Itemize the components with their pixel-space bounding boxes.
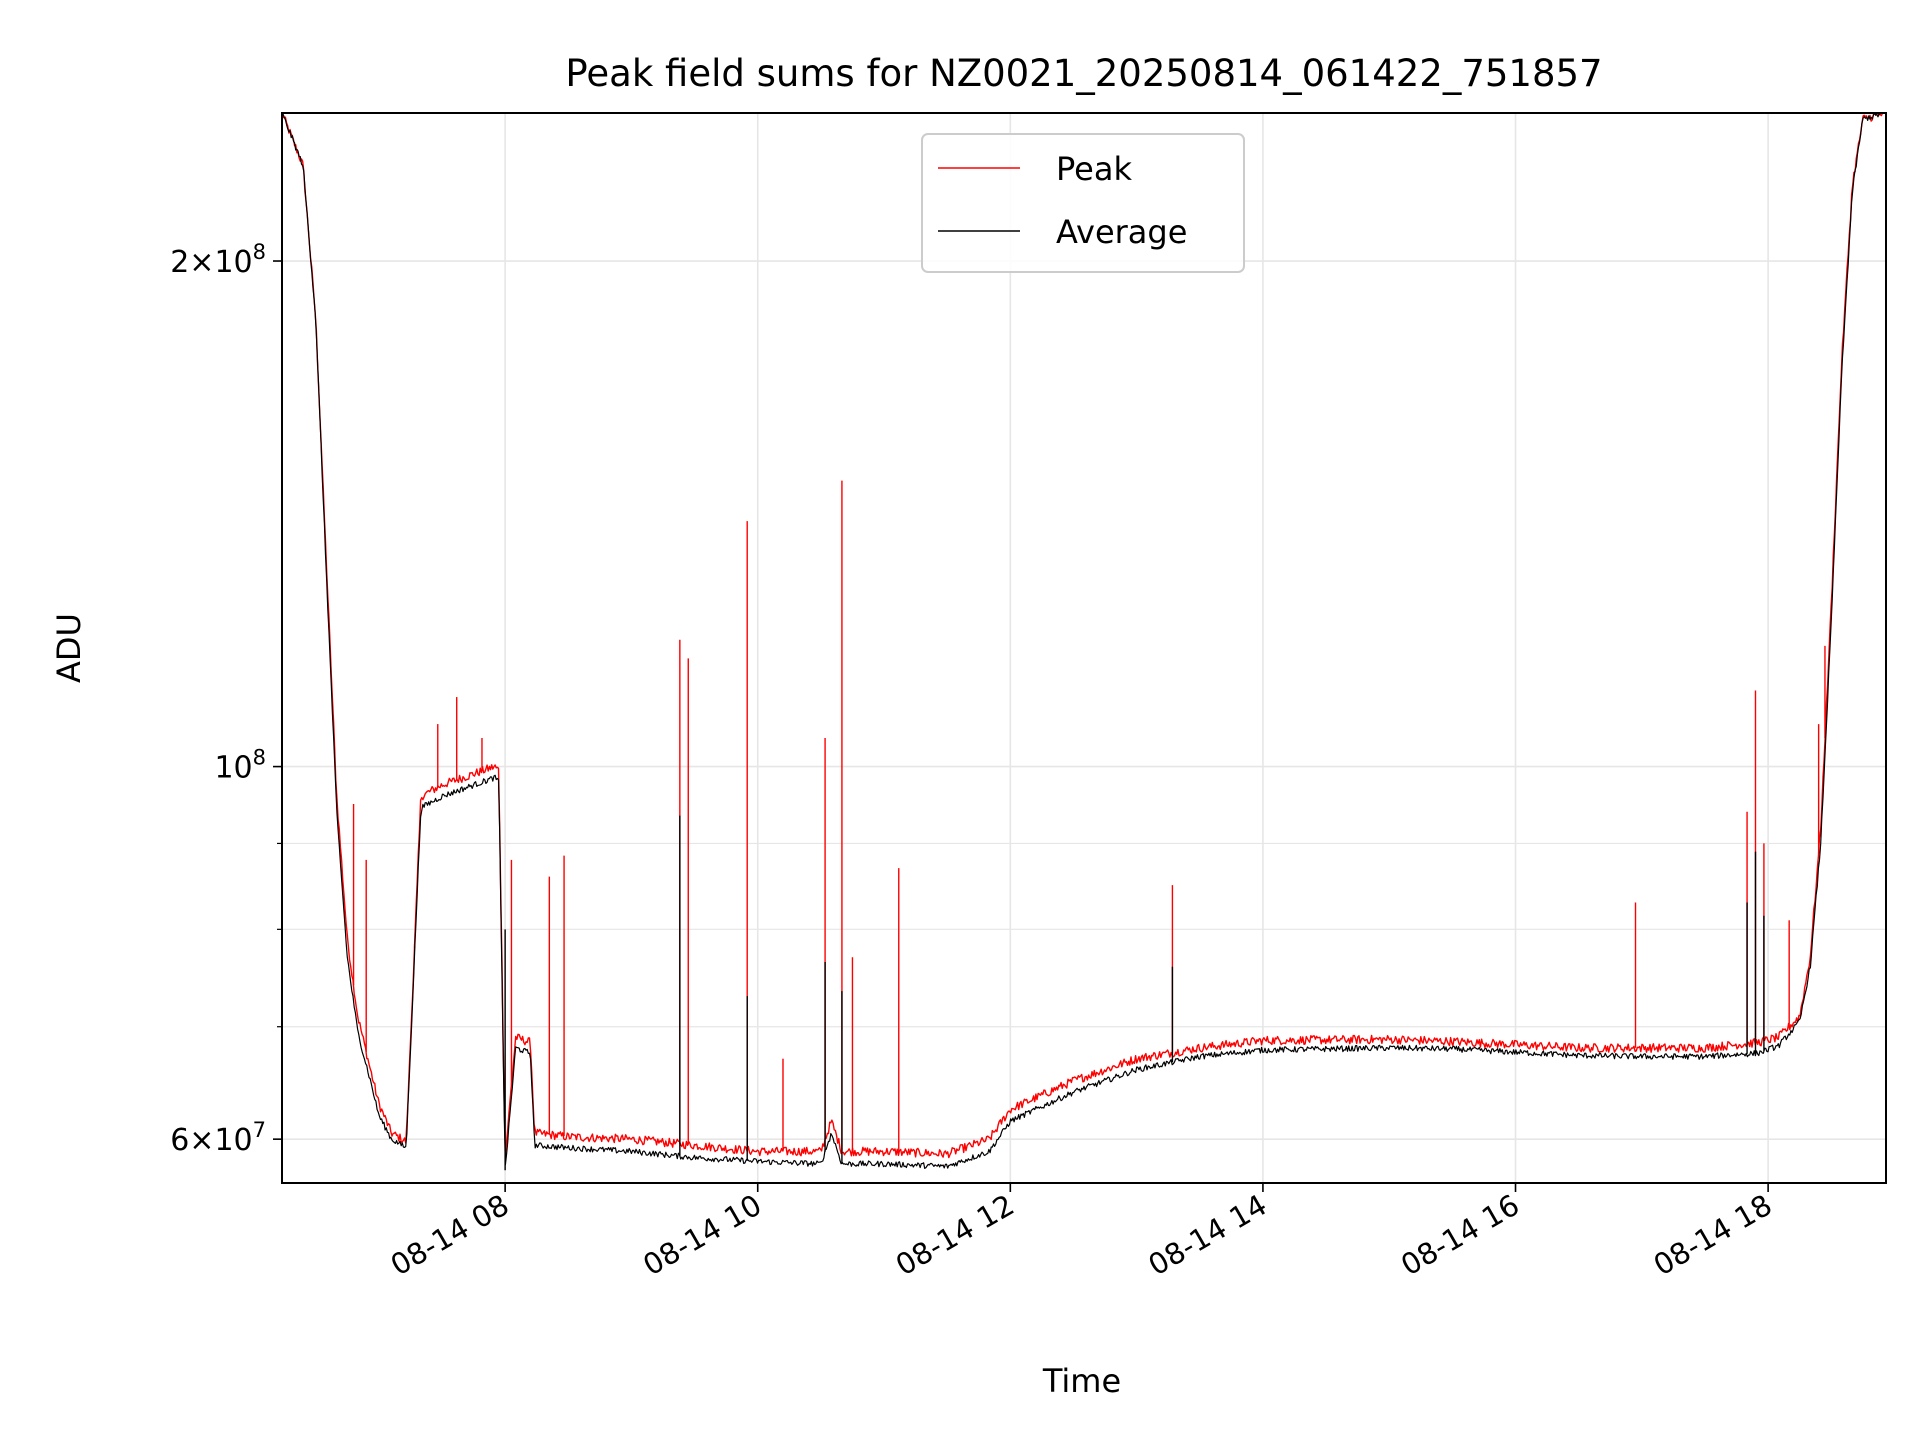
legend: Peak Average (921, 133, 1245, 273)
y-axis-label: ADU (50, 613, 88, 683)
x-tick-label: 08-14 08 (385, 1188, 515, 1283)
x-tick-label: 08-14 18 (1648, 1188, 1778, 1283)
x-tick-label: 08-14 14 (1143, 1188, 1273, 1283)
y-tick-label: 108 (214, 746, 266, 786)
y-tick-label: 2×108 (170, 240, 266, 280)
x-tick-label: 08-14 10 (637, 1188, 767, 1283)
legend-label-average: Average (1056, 213, 1187, 251)
plot-frame (281, 112, 1887, 1184)
x-tick-label: 08-14 12 (890, 1188, 1020, 1283)
axis-ticks: 08-14 08 08-14 10 08-14 12 08-14 14 08-14 16… (170, 240, 1777, 1282)
series-line-average (282, 112, 1887, 1169)
legend-label-peak: Peak (1056, 150, 1132, 188)
series-layer (281, 112, 1887, 1171)
x-axis-label: Time (1042, 1362, 1121, 1400)
x-tick-label: 08-14 16 (1395, 1188, 1525, 1283)
chart-title: Peak field sums for NZ0021_20250814_0614… (565, 52, 1602, 95)
y-tick-label: 6×107 (170, 1118, 266, 1158)
grid (282, 113, 1886, 1183)
